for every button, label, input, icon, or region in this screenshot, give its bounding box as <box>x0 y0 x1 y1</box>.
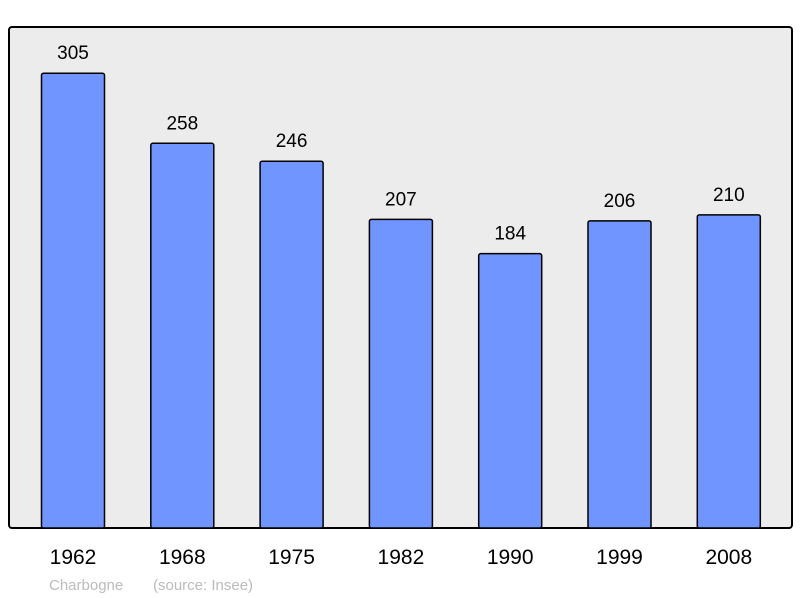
bar-1968 <box>150 142 215 529</box>
x-tick-label: 1968 <box>159 546 206 569</box>
data-label-1975: 246 <box>276 131 308 152</box>
data-label-1962: 305 <box>57 43 89 64</box>
bar-1982 <box>368 218 434 529</box>
bar-1962 <box>40 72 106 529</box>
data-label-1968: 258 <box>166 113 198 134</box>
bar-1990 <box>477 252 543 529</box>
footer-source: (source: Insee) <box>153 577 253 594</box>
data-label-1982: 207 <box>385 189 417 210</box>
data-label-1990: 184 <box>494 224 526 245</box>
footer-place: Charbogne <box>49 577 123 594</box>
x-tick-label: 1975 <box>268 546 315 569</box>
x-tick-label: 1990 <box>487 546 534 569</box>
x-tick-label: 1982 <box>378 546 425 569</box>
x-tick-label: 1999 <box>596 546 643 569</box>
bar-1975 <box>259 160 324 529</box>
data-label-2008: 210 <box>713 185 745 206</box>
bar-2008 <box>696 214 762 529</box>
data-label-1999: 206 <box>604 191 636 212</box>
x-tick-label: 1962 <box>50 546 97 569</box>
bar-1999 <box>587 220 652 529</box>
x-tick-label: 2008 <box>705 546 752 569</box>
